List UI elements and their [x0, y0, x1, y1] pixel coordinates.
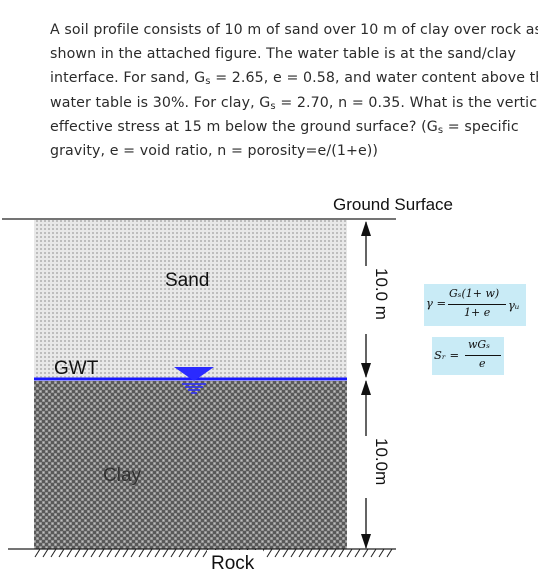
subscript: s — [270, 100, 276, 112]
rock-label-bg — [207, 550, 263, 572]
saturation-formula: Sᵣ = wGₛ e — [432, 337, 504, 375]
subscript: s — [205, 76, 211, 88]
unit-weight-tail: γᵤ — [508, 298, 520, 312]
question-text-run: A soil profile consists of 10 m of sand … — [50, 22, 538, 38]
question-text-run: = 2.65, e = 0.58, and water content abov… — [210, 70, 538, 87]
question-text-run: = specific — [443, 118, 519, 135]
question-line: A soil profile consists of 10 m of sand … — [50, 18, 538, 42]
unit-weight-denominator: 1+ e — [464, 306, 491, 319]
question-line: gravity, e = void ratio, n = porosity=e/… — [50, 139, 536, 163]
saturation-numerator: wGₛ — [468, 338, 490, 351]
clay-thickness-label: 10.0m — [372, 438, 391, 485]
question-line: water table is 30%. For clay, Gs = 2.70,… — [50, 91, 538, 115]
question-line: effective stress at 15 m below the groun… — [50, 115, 536, 139]
question-text-run: shown in the attached figure. The water … — [50, 46, 517, 63]
question-text-run: = 2.70, n = 0.35. What is the vertical — [275, 94, 538, 111]
gwt-label: GWT — [54, 358, 99, 379]
unit-weight-numerator: Gₛ(1+ w) — [449, 287, 500, 300]
saturation-fraction-bar — [465, 355, 501, 356]
sand-layer — [34, 220, 347, 379]
saturation-lhs: Sᵣ = — [434, 348, 460, 362]
unit-weight-fraction-bar — [448, 304, 506, 305]
question-text-run: gravity, e = void ratio, n = porosity=e/… — [50, 143, 379, 160]
subscript: s — [437, 124, 444, 136]
clay-label: Clay — [103, 465, 142, 486]
question-line: interface. For sand, Gs = 2.65, e = 0.58… — [50, 66, 538, 90]
sand-label: Sand — [165, 270, 209, 291]
unit-weight-lhs: γ = — [426, 296, 447, 310]
unit-weight-formula: γ = Gₛ(1+ w) 1+ e γᵤ — [424, 284, 526, 326]
ground-surface-label: Ground Surface — [333, 195, 453, 214]
water-table-marker-icon — [174, 367, 214, 394]
question-text: A soil profile consists of 10 m of sand … — [50, 18, 538, 163]
question-line: shown in the attached figure. The water … — [50, 42, 536, 66]
question-text-run: water table is 30%. For clay, G — [50, 94, 271, 111]
question-text-run: effective stress at 15 m below the groun… — [50, 118, 438, 135]
rock-label: Rock — [211, 553, 255, 574]
saturation-denominator: e — [479, 357, 486, 370]
sand-thickness-label: 10.0 m — [372, 268, 391, 320]
question-text-run: interface. For sand, G — [50, 70, 206, 87]
clay-layer — [34, 381, 347, 549]
